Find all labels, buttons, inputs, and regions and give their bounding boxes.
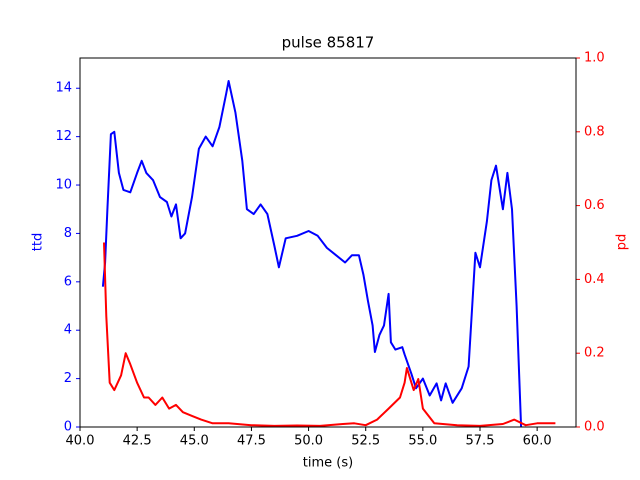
x-tick-label: 47.5 [237,434,266,449]
y2-tick-label: 0.8 [584,124,605,139]
x-tick-label: 40.0 [66,434,95,449]
x-axis-label: time (s) [303,456,353,471]
y-tick-label: 12 [55,129,72,144]
y2-tick-label: 0.2 [584,346,605,361]
y-tick-label: 0 [64,420,72,435]
y2-tick-label: 0.6 [584,198,605,213]
y-tick-label: 8 [64,226,72,241]
y2-axis-label: pd [615,234,630,251]
chart-title: pulse 85817 [282,34,375,52]
x-tick-label: 55.0 [408,434,437,449]
y2-tick-label: 0.4 [584,272,605,287]
x-tick-label: 52.5 [351,434,380,449]
x-tick-label: 45.0 [180,434,209,449]
y-tick-label: 2 [64,371,72,386]
y-tick-label: 4 [64,323,72,338]
plot-frame [79,57,577,428]
y-tick-label: 10 [55,178,72,193]
x-tick-label: 60.0 [523,434,552,449]
y-axis-label: ttd [31,233,46,251]
y-tick-label: 6 [64,274,72,289]
y-tick-label: 14 [55,81,72,96]
x-tick-label: 50.0 [294,434,323,449]
x-tick-label: 42.5 [123,434,152,449]
y2-tick-label: 1.0 [584,51,605,66]
series-line [101,80,523,428]
y2-tick-label: 0.0 [584,420,605,435]
x-tick-label: 57.5 [466,434,495,449]
series-line [103,242,556,427]
